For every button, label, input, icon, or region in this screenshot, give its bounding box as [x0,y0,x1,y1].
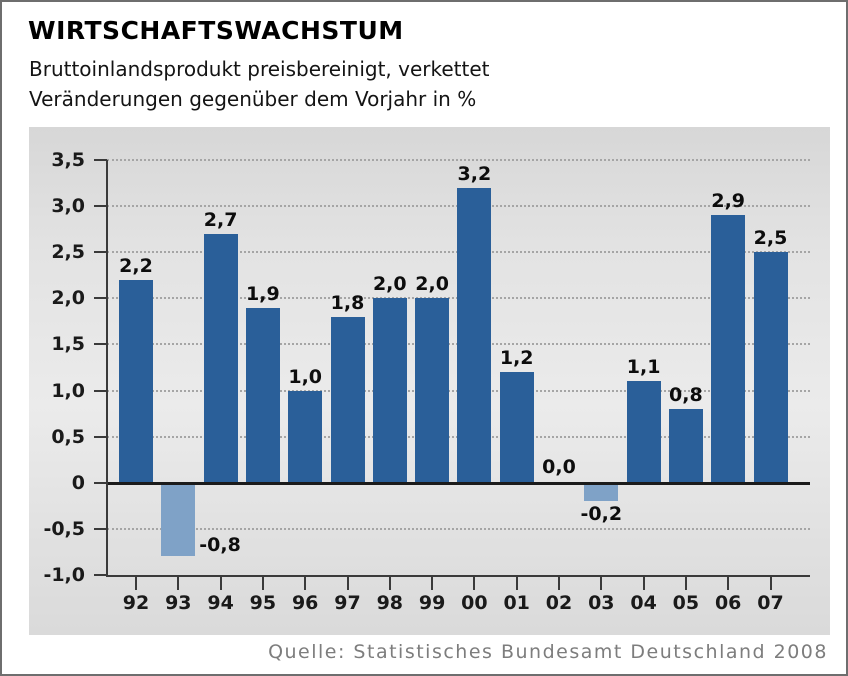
x-axis-tick-94 [219,576,222,590]
chart-panel: 3,5 3,0 2,5 2,0 1,5 1,0 0,5 0 -0,5 -1,0 2,2 92 -0,8 9… [29,127,830,635]
bar-value-00: 3,2 [457,162,492,185]
bar-value-04: 1,1 [626,356,661,379]
x-axis-tick-04 [642,576,645,590]
gridline-3,5 [107,159,810,161]
bar-93 [161,484,196,557]
bar-value-06: 2,9 [711,190,746,213]
y-axis-label-3,0: 3,0 [51,195,85,218]
bar-value-96: 1,0 [288,365,323,388]
zero-line [108,481,810,485]
y-axis-tick-3,5 [94,159,107,161]
y-axis-label-0,5: 0,5 [51,425,85,448]
y-axis-line [106,160,108,577]
x-axis-label-95: 95 [249,591,277,614]
bar-98 [372,298,407,483]
x-axis-tick-02 [558,576,560,590]
bar-04 [626,381,661,483]
x-axis-tick-95 [261,576,264,590]
bar-94 [203,233,238,483]
bar-01 [499,372,534,483]
y-axis-tick-0 [94,481,107,484]
y-axis-tick-3,0 [94,205,107,208]
source-credit: Quelle: Statistisches Bundesamt Deutschl… [268,641,828,663]
x-axis-label-93: 93 [165,591,192,614]
chart-subtitle-line2: Veränderungen gegenüber dem Vorjahr in % [29,87,477,111]
page-title: WIRTSCHAFTSWACHSTUM [28,16,404,45]
x-axis-label-97: 97 [334,591,361,614]
x-axis-tick-01 [515,576,518,590]
x-axis-label-05: 05 [672,591,700,614]
x-axis-tick-06 [727,576,730,590]
bar-value-97: 1,8 [330,291,365,314]
x-axis-tick-99 [431,576,434,590]
y-axis-tick-2,0 [94,297,107,300]
bar-99 [415,298,450,483]
gridline--0,5 [107,527,810,530]
bar-value-99: 2,0 [415,273,449,296]
bar-value-03: -0,2 [580,503,623,526]
bar-value-93: -0,8 [199,534,241,557]
x-axis-label-96: 96 [291,591,319,614]
x-axis-label-01: 01 [503,591,530,614]
x-axis-label-06: 06 [714,591,742,614]
y-axis-tick--0,5 [94,527,107,530]
y-axis-label-3,5: 3,5 [51,149,85,171]
bar-value-07: 2,5 [753,227,788,250]
y-axis-tick-2,5 [94,251,107,254]
y-axis-tick-0,5 [94,435,107,438]
x-axis-tick-96 [304,576,307,590]
x-axis-label-02: 02 [545,591,573,614]
x-axis-tick-98 [388,576,391,590]
y-axis-label-2,5: 2,5 [51,241,85,264]
y-axis-tick-1,5 [94,343,107,346]
bar-value-98: 2,0 [372,273,407,296]
bar-96 [288,390,323,483]
chart-subtitle-line1: Bruttoinlandsprodukt preisbereinigt, ver… [29,57,490,81]
x-axis-tick-05 [684,576,687,590]
x-axis-label-03: 03 [588,591,615,614]
y-axis-tick--1,0 [94,573,107,576]
bar-07 [753,252,788,483]
x-axis-label-99: 99 [418,591,446,614]
x-axis-tick-93 [177,576,180,590]
bar-95 [245,307,280,483]
bar-value-92: 2,2 [119,254,153,277]
bar-00 [457,187,492,483]
x-axis-tick-92 [135,576,137,590]
x-axis-label-04: 04 [630,591,657,614]
y-axis-label--1,0: -1,0 [43,563,85,586]
bar-06 [711,215,746,483]
y-axis-label-1,0: 1,0 [51,379,85,402]
x-axis-label-94: 94 [207,591,234,614]
x-axis-tick-07 [769,576,772,590]
x-axis-label-92: 92 [122,591,150,614]
x-axis-tick-00 [473,576,476,590]
bar-value-05: 0,8 [669,383,703,406]
bar-92 [119,279,153,483]
bar-value-94: 2,7 [203,208,238,231]
bar-03 [584,484,619,502]
x-axis-line [106,574,810,577]
x-axis-label-00: 00 [461,591,488,614]
y-axis-label-1,5: 1,5 [51,333,85,356]
x-axis-label-07: 07 [757,591,784,614]
bar-97 [330,316,365,483]
bar-value-02: 0,0 [542,455,576,478]
x-axis-tick-97 [346,576,349,590]
y-axis-label-2,0: 2,0 [51,287,85,310]
bar-value-01: 1,2 [499,347,534,370]
y-axis-label--0,5: -0,5 [43,517,85,540]
y-axis-tick-1,0 [94,389,107,392]
bar-05 [668,408,703,483]
x-axis-label-98: 98 [376,591,404,614]
x-axis-tick-03 [600,576,603,590]
y-axis-label-0: 0 [71,471,85,494]
bar-value-95: 1,9 [246,282,280,305]
